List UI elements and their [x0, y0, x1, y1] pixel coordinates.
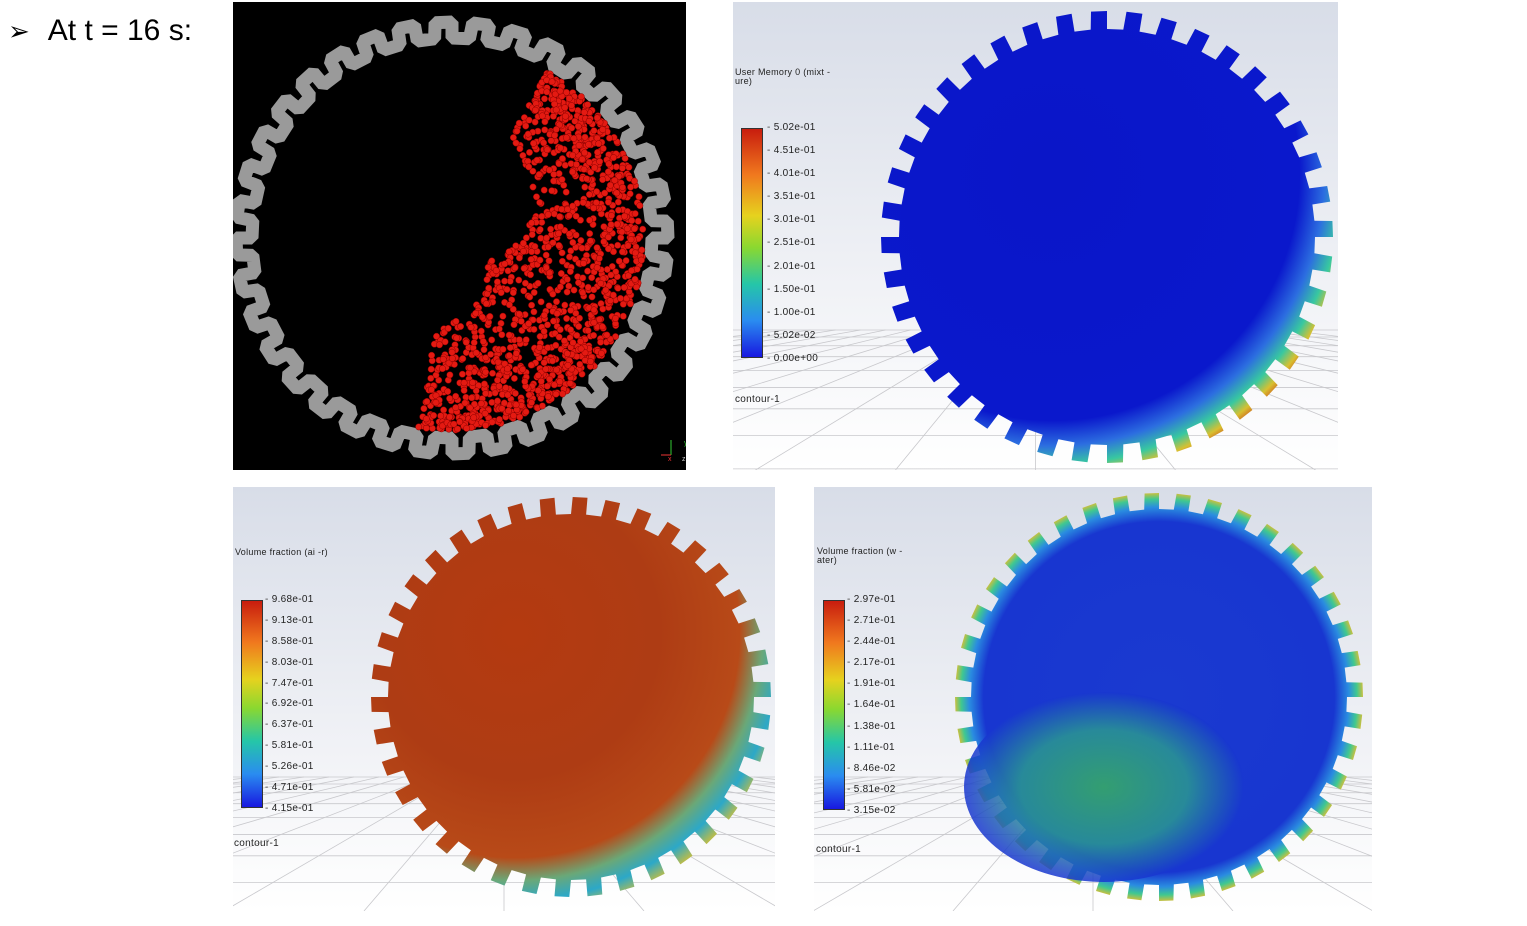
- legend-title: Volume fraction (ai -r): [235, 547, 328, 557]
- colorbar-tick-label: 5.02e-02: [767, 330, 818, 341]
- axis-x-label: x: [668, 456, 672, 463]
- colorbar-tick-label: 2.17e-01: [847, 657, 896, 668]
- axis-y-label: y: [684, 440, 686, 447]
- colorbar-tick-label: 1.38e-01: [847, 721, 896, 732]
- colorbar-tick-label: 5.26e-01: [265, 761, 314, 772]
- colorbar-ticks: 9.68e-01 9.13e-01 8.58e-01 8.03e-01 7.47e-01…: [265, 594, 314, 814]
- contour-render: [814, 493, 1372, 911]
- colorbar-tick-label: 2.51e-01: [767, 237, 818, 248]
- water-volume-fraction-contour: Volume fraction (w -ater) 2.97e-01 2.71e-…: [814, 487, 1372, 911]
- colorbar-tick-label: 3.51e-01: [767, 191, 818, 202]
- colorbar-tick-label: 1.91e-01: [847, 678, 896, 689]
- colorbar-tick-label: 4.51e-01: [767, 145, 818, 156]
- colorbar-legend: Volume fraction (ai -r) 9.68e-01 9.13e-01…: [234, 547, 335, 850]
- colorbar-tick-label: 1.11e-01: [847, 742, 896, 753]
- drum-contour: [371, 497, 771, 897]
- water-accumulation: [964, 692, 1244, 882]
- contour-label: contour-1: [234, 838, 279, 849]
- colorbar-tick-label: 2.01e-01: [767, 261, 818, 272]
- colorbar-tick-label: 5.81e-02: [847, 784, 896, 795]
- colorbar-tick-label: 2.44e-01: [847, 636, 896, 647]
- colorbar-legend: User Memory 0 (mixt -ure) 5.02e-01 4.51e-…: [735, 67, 835, 406]
- axis-triad-lines: [661, 440, 672, 456]
- colorbar-tick-label: 0.00e+00: [767, 353, 818, 364]
- particle-drum-render: [233, 15, 675, 461]
- colorbar-tick-label: 8.46e-02: [847, 763, 896, 774]
- colorbar-tick-label: 3.15e-02: [847, 805, 896, 816]
- arrow-bullet-icon: ➢: [8, 15, 30, 46]
- colorbar: [823, 600, 845, 810]
- heading-text: At t = 16 s:: [47, 14, 193, 47]
- particle-view: y x z: [233, 2, 686, 470]
- colorbar-ticks: 5.02e-01 4.51e-01 4.01e-01 3.51e-01 3.01e-01…: [767, 122, 818, 364]
- colorbar-tick-label: 2.97e-01: [847, 594, 896, 605]
- colorbar-tick-label: 8.03e-01: [265, 657, 314, 668]
- colorbar-tick-label: 1.00e-01: [767, 307, 818, 318]
- colorbar-ticks: 2.97e-01 2.71e-01 2.44e-01 2.17e-01 1.91e-01…: [847, 594, 896, 816]
- legend-title: User Memory 0 (mixt -ure): [735, 67, 831, 86]
- drum-contour: [881, 11, 1333, 463]
- colorbar-tick-label: 6.92e-01: [265, 698, 314, 709]
- colorbar-legend: Volume fraction (w -ater) 2.97e-01 2.71e-…: [816, 546, 917, 856]
- axis-z-label: z: [682, 456, 686, 463]
- contour-label: contour-1: [735, 394, 780, 405]
- contour-label: contour-1: [816, 844, 861, 855]
- colorbar: [741, 128, 763, 358]
- air-volume-fraction-contour: Volume fraction (ai -r) 9.68e-01 9.13e-01…: [233, 487, 775, 911]
- slide-heading: ➢ At t = 16 s:: [8, 14, 192, 48]
- colorbar-tick-label: 7.47e-01: [265, 678, 314, 689]
- particles: [415, 70, 647, 434]
- colorbar-tick-label: 9.13e-01: [265, 615, 314, 626]
- colorbar-tick-label: 5.02e-01: [767, 122, 818, 133]
- colorbar-tick-label: 5.81e-01: [265, 740, 314, 751]
- user-memory-contour: User Memory 0 (mixt -ure) 5.02e-01 4.51e-…: [733, 2, 1338, 470]
- contour-render: [233, 497, 775, 911]
- colorbar-tick-label: 9.68e-01: [265, 594, 314, 605]
- colorbar-tick-label: 6.37e-01: [265, 719, 314, 730]
- colorbar-tick-label: 1.50e-01: [767, 284, 818, 295]
- colorbar-tick-label: 1.64e-01: [847, 699, 896, 710]
- colorbar: [241, 600, 263, 808]
- legend-title: Volume fraction (w -ater): [817, 546, 903, 565]
- contour-render: [733, 11, 1338, 470]
- drum-wall: [233, 15, 675, 461]
- colorbar-tick-label: 4.15e-01: [265, 803, 314, 814]
- colorbar-tick-label: 3.01e-01: [767, 214, 818, 225]
- colorbar-tick-label: 2.71e-01: [847, 615, 896, 626]
- colorbar-tick-label: 4.71e-01: [265, 782, 314, 793]
- colorbar-tick-label: 4.01e-01: [767, 168, 818, 179]
- colorbar-tick-label: 8.58e-01: [265, 636, 314, 647]
